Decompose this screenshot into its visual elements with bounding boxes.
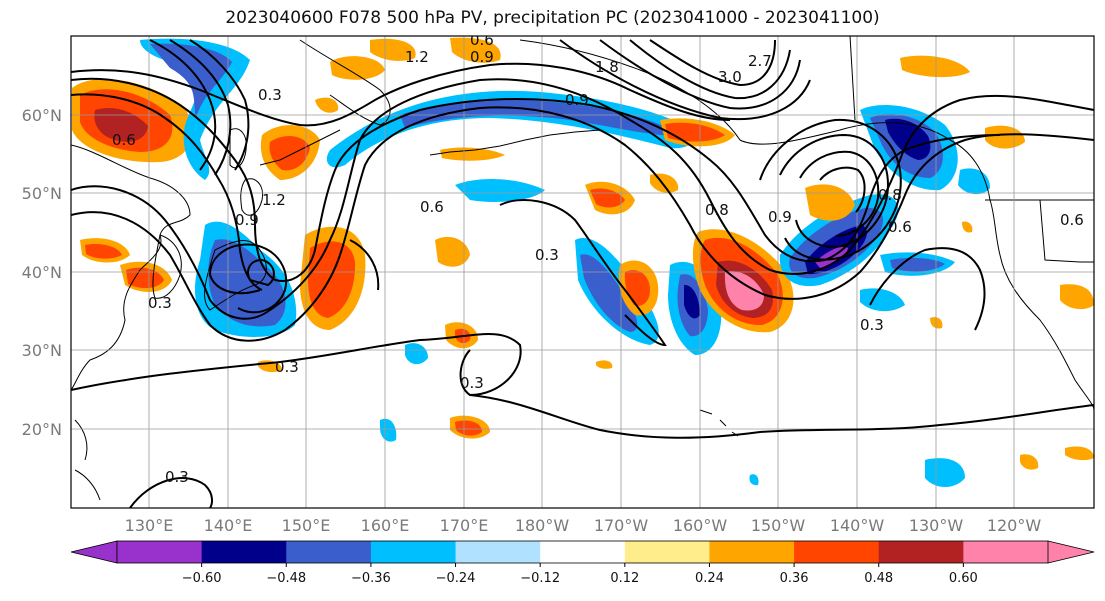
plot-frame <box>70 35 1095 509</box>
latitude-labels: 60°N 50°N 40°N 30°N 20°N <box>22 106 62 439</box>
map-title: 2023040600 F078 500 hPa PV, precipitatio… <box>225 8 880 28</box>
lon-label: 120°W <box>987 516 1042 535</box>
pv-contours <box>71 39 1094 508</box>
lat-label-20n: 20°N <box>22 420 62 439</box>
contour-label: 0.6 <box>112 131 136 149</box>
contour-label: 0.9 <box>565 91 589 109</box>
contour-label: 0.3 <box>535 246 559 264</box>
colorbar-segment <box>370 541 457 563</box>
precip-blob-150w-pink <box>692 229 794 333</box>
contour-label: 0.3 <box>258 86 282 104</box>
contour-label: 0.6 <box>1060 211 1084 229</box>
contour-label: 0.3 <box>460 374 484 392</box>
lon-label: 170°W <box>594 516 649 535</box>
lon-label: 130°W <box>909 516 964 535</box>
precip-blob-central-blue <box>455 178 722 355</box>
contour-label: 0.6 <box>888 218 912 236</box>
contour-label: 0.3 <box>148 294 172 312</box>
lon-label: 160°W <box>673 516 728 535</box>
contour-label: 0.3 <box>165 468 189 486</box>
contour-label: 0.8 <box>705 201 729 219</box>
colorbar-tick-label: 0.48 <box>864 571 893 586</box>
lon-label: 150°E <box>282 516 331 535</box>
colorbar-extend-low <box>70 540 118 564</box>
lat-label-30n: 30°N <box>22 341 62 360</box>
colorbar-extend-high <box>1047 540 1095 564</box>
contour-label: 0.8 <box>878 186 902 204</box>
coastlines <box>71 36 1094 501</box>
colorbar-tick-label: −0.12 <box>520 571 560 586</box>
precip-blob-kuril-orange <box>260 124 320 180</box>
lon-label: 140°E <box>204 516 253 535</box>
colorbar-segment <box>794 541 880 563</box>
colorbar-tick-label: 0.24 <box>695 571 724 586</box>
contour-label: 0.9 <box>768 208 792 226</box>
colorbar-segment <box>963 541 1049 563</box>
contour-label: 0.9 <box>470 48 494 66</box>
precip-blob-north-blue <box>140 38 250 180</box>
colorbar-segment <box>455 541 541 563</box>
colorbar-segment <box>286 541 372 563</box>
contour-label: 3.0 <box>718 68 742 86</box>
contour-label: 2.7 <box>748 52 772 70</box>
lon-label: 160°E <box>361 516 410 535</box>
lon-label: 150°W <box>751 516 806 535</box>
colorbar-tick-label: −0.24 <box>436 571 476 586</box>
lat-label-60n: 60°N <box>22 106 62 125</box>
colorbar-tick-label: 0.12 <box>610 571 639 586</box>
contour-label: 1.8 <box>595 58 619 76</box>
colorbar-segment <box>624 541 710 563</box>
contour-label: 0.3 <box>275 358 299 376</box>
colorbar-tick-label: −0.48 <box>266 571 306 586</box>
precip-blob-east <box>80 221 1094 487</box>
colorbar-frame <box>116 540 1049 564</box>
lat-label-40n: 40°N <box>22 263 62 282</box>
lon-label: 130°E <box>125 516 174 535</box>
colorbar-tick-label: −0.36 <box>351 571 391 586</box>
colorbar-segment <box>878 541 964 563</box>
lon-label: 170°E <box>440 516 489 535</box>
graticule <box>71 36 1094 508</box>
contour-label: 0.6 <box>470 31 494 49</box>
colorbar-tick-label: 0.60 <box>949 571 978 586</box>
longitude-labels: 130°E 140°E 150°E 160°E 170°E 180°W 170°… <box>125 516 1042 535</box>
colorbar-segment <box>709 541 795 563</box>
lat-label-50n: 50°N <box>22 184 62 203</box>
colorbar-tick-label: −0.60 <box>182 571 222 586</box>
lon-label: 140°W <box>830 516 885 535</box>
colorbar-tick-label: 0.36 <box>780 571 809 586</box>
contour-label: 0.6 <box>420 198 444 216</box>
precip-blob-north-orange <box>315 37 501 113</box>
colorbar-segment <box>201 541 287 563</box>
contour-label: 0.9 <box>235 211 259 229</box>
contour-label: 1.2 <box>405 48 429 66</box>
contour-labels: 0.3 0.6 0.9 1.2 1.8 3.0 2.7 0.3 0.6 0.9 … <box>112 31 1084 486</box>
colorbar-segment <box>117 541 203 563</box>
contour-label: 0.3 <box>860 316 884 334</box>
colorbar-segment <box>540 541 626 563</box>
lon-label: 180°W <box>515 516 570 535</box>
contour-label: 1.2 <box>262 191 286 209</box>
colorbar: −0.60 −0.48 −0.36 −0.24 −0.12 0.12 0.24 0.36 0.4… <box>70 540 1095 586</box>
